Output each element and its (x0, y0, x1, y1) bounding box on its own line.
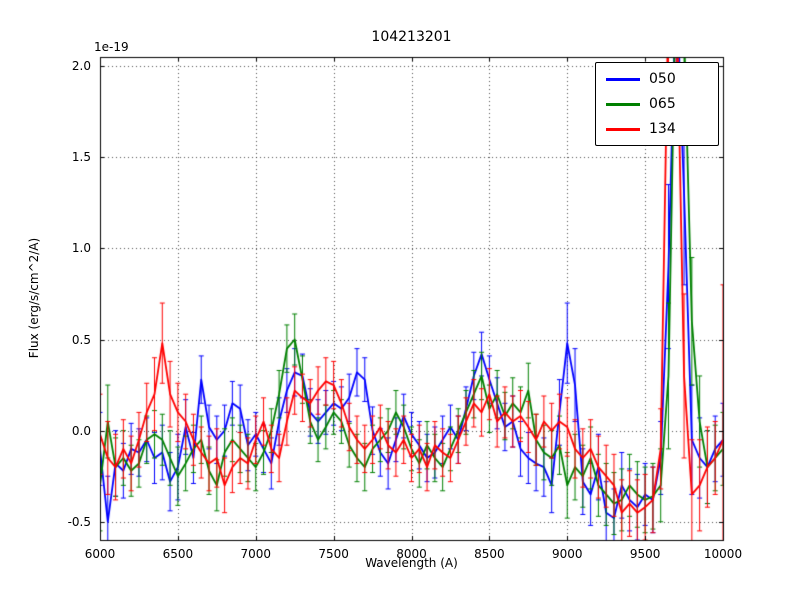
y-tick-label: 1.0 (71, 241, 91, 256)
y-tick-label: -0.5 (67, 514, 91, 529)
y-axis-offset-text: 1e-19 (94, 40, 129, 54)
x-tick-label: 7000 (240, 547, 272, 561)
legend-line-050 (606, 77, 640, 81)
x-tick-label: 8000 (396, 547, 427, 561)
legend-entry-134: 134 (606, 120, 708, 138)
x-axis-label: Wavelength (A) (365, 556, 458, 570)
legend-line-065 (606, 102, 640, 106)
legend-label-134: 134 (649, 121, 676, 137)
y-tick-label: 0.5 (71, 332, 91, 347)
legend-entry-050: 050 (606, 70, 708, 88)
x-tick-label: 10000 (703, 547, 743, 561)
x-tick-label: 7500 (318, 547, 349, 561)
y-tick-label: 2.0 (71, 59, 91, 74)
legend-label-050: 050 (649, 71, 676, 87)
y-tick-label: 0.0 (71, 423, 91, 438)
legend-entry-065: 065 (606, 95, 708, 113)
legend-label-065: 065 (649, 96, 676, 112)
x-tick-label: 8500 (474, 547, 505, 561)
y-tick-label: 1.5 (71, 150, 91, 165)
legend-line-134 (606, 127, 640, 131)
x-tick-label: 6000 (84, 547, 116, 561)
x-tick-label: 6500 (162, 547, 194, 561)
y-axis-label: Flux (erg/s/cm^2/A) (27, 237, 41, 359)
x-tick-label: 9000 (551, 547, 583, 561)
chart-title: 104213201 (371, 29, 452, 45)
legend: 050 065 134 (595, 62, 719, 146)
x-tick-label: 9500 (629, 547, 661, 561)
